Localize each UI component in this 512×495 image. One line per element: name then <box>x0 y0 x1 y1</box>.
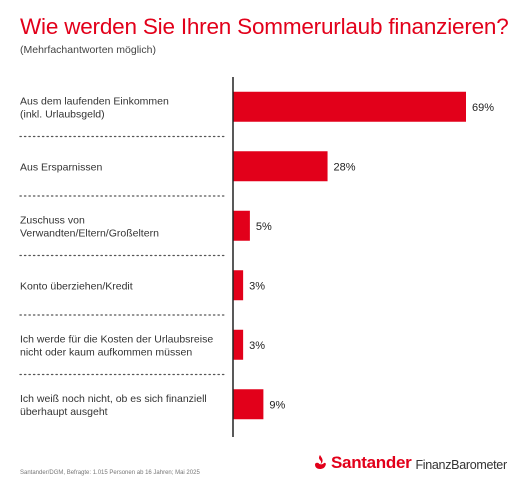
bar-chart: Aus dem laufenden Einkommen (inkl. Urlaub… <box>19 77 494 437</box>
page-subtitle: (Mehrfachantworten möglich) <box>20 44 156 56</box>
value-label: 69% <box>472 102 494 114</box>
category-label: Ich weiß noch nicht, ob es sich finanzie… <box>20 393 207 418</box>
page-title: Wie werden Sie Ihren Sommerurlaub finanz… <box>20 14 509 39</box>
value-label: 28% <box>334 161 356 173</box>
category-label: Ich werde für die Kosten der Urlaubsreis… <box>20 333 213 358</box>
bar <box>233 329 244 360</box>
category-label: Aus dem laufenden Einkommen (inkl. Urlaub… <box>20 95 169 120</box>
santander-flame-icon <box>315 455 326 469</box>
santander-logo: Santander FinanzBarometer <box>312 453 512 473</box>
bar <box>233 270 244 301</box>
category-label: Aus Ersparnissen <box>20 161 102 173</box>
value-label: 5% <box>256 221 272 233</box>
category-label: Konto überziehen/Kredit <box>20 280 133 292</box>
brand-product: FinanzBarometer <box>415 457 507 472</box>
value-label: 9% <box>269 399 285 411</box>
bar <box>233 91 466 122</box>
value-label: 3% <box>249 280 265 292</box>
value-label: 3% <box>249 340 265 352</box>
bar <box>233 389 264 420</box>
brand-name: Santander <box>331 453 412 472</box>
category-label: Zuschuss von Verwandten/Eltern/Großeltern <box>20 214 159 239</box>
bar <box>233 151 328 182</box>
bar <box>233 210 250 241</box>
source-note: Santander/DGM, Befragte: 1.015 Personen … <box>20 470 200 476</box>
